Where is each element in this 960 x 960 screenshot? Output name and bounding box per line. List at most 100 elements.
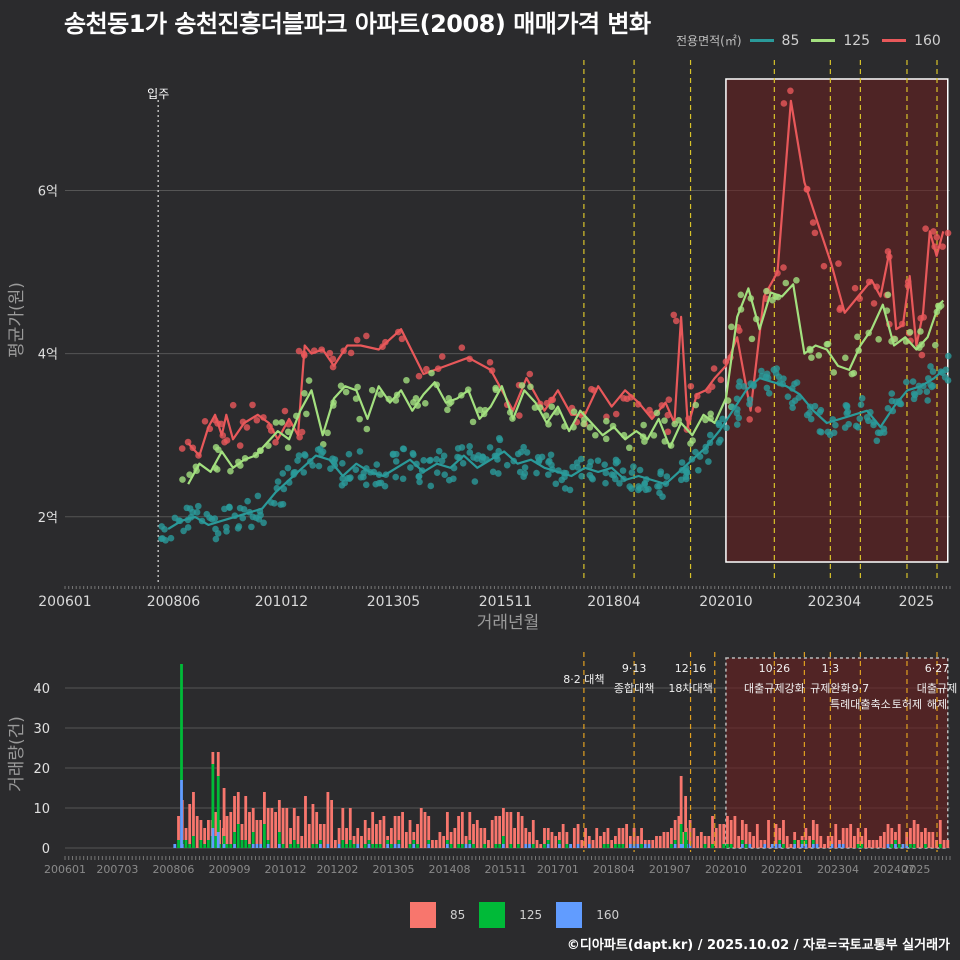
volume-bar bbox=[333, 840, 337, 848]
price-point-125 bbox=[303, 410, 310, 418]
price-point-160 bbox=[438, 353, 446, 360]
price-point-160 bbox=[347, 349, 355, 357]
volume-bar bbox=[528, 832, 531, 844]
volume-bar bbox=[744, 824, 748, 844]
volume-bar bbox=[274, 812, 278, 848]
volume-bar bbox=[826, 836, 830, 848]
price-point-85 bbox=[561, 485, 569, 492]
price-point-85 bbox=[830, 429, 838, 437]
price-point-160 bbox=[835, 260, 842, 267]
price-point-85 bbox=[489, 468, 497, 476]
price-point-85 bbox=[521, 470, 529, 477]
volume-bar bbox=[923, 844, 927, 848]
price-point-85 bbox=[180, 527, 187, 535]
top-y-tick-label: 6억 bbox=[38, 185, 58, 200]
price-point-125 bbox=[650, 432, 658, 439]
volume-bar bbox=[229, 844, 233, 848]
volume-bar bbox=[543, 828, 546, 844]
volume-bar bbox=[472, 824, 475, 844]
volume-bar bbox=[416, 844, 419, 848]
price-point-160 bbox=[717, 376, 725, 384]
price-point-85 bbox=[817, 428, 825, 436]
price-point-85 bbox=[495, 470, 502, 477]
volume-bar bbox=[315, 844, 319, 848]
volume-bar bbox=[216, 752, 220, 776]
volume-bar bbox=[793, 844, 797, 848]
price-point-85 bbox=[903, 378, 910, 386]
price-point-85 bbox=[503, 461, 511, 469]
volume-bar bbox=[216, 832, 220, 848]
price-point-160 bbox=[809, 219, 817, 226]
volume-bar bbox=[356, 828, 360, 844]
volume-bar bbox=[363, 820, 367, 844]
volume-bar bbox=[729, 820, 733, 844]
volume-bar bbox=[289, 844, 292, 848]
volume-bar bbox=[811, 840, 815, 844]
price-point-125 bbox=[625, 444, 633, 452]
bottom-x-tick-label: 200806 bbox=[152, 863, 194, 876]
price-point-85 bbox=[356, 448, 364, 455]
volume-bar bbox=[815, 844, 819, 848]
price-point-85 bbox=[856, 415, 864, 422]
price-point-85 bbox=[628, 469, 636, 476]
volume-bar bbox=[263, 792, 266, 824]
price-point-125 bbox=[653, 409, 661, 417]
volume-bar bbox=[367, 840, 371, 844]
price-point-85 bbox=[260, 519, 267, 527]
policy-label: 토허제 bbox=[892, 698, 922, 711]
price-point-85 bbox=[784, 393, 792, 400]
price-point-160 bbox=[298, 428, 306, 436]
volume-bar bbox=[188, 844, 192, 848]
volume-bar bbox=[285, 808, 289, 848]
price-point-125 bbox=[917, 328, 924, 335]
price-point-85 bbox=[909, 378, 917, 385]
volume-bar bbox=[679, 776, 683, 824]
price-point-125 bbox=[640, 421, 647, 429]
price-point-125 bbox=[428, 369, 435, 377]
volume-bar bbox=[927, 832, 931, 848]
legend-line-125 bbox=[811, 39, 836, 42]
volume-bar bbox=[763, 840, 767, 844]
legend-bottom-label-125: 125 bbox=[519, 908, 543, 922]
price-point-85 bbox=[433, 469, 441, 476]
price-point-85 bbox=[271, 499, 278, 507]
volume-bar bbox=[330, 800, 334, 848]
volume-bar bbox=[531, 820, 535, 844]
policy-label: 12·16 bbox=[675, 662, 707, 675]
volume-bar bbox=[229, 812, 233, 844]
volume-bar bbox=[841, 828, 845, 844]
policy-label: 8·2 대책 bbox=[563, 673, 604, 686]
volume-bar bbox=[315, 812, 319, 844]
price-point-160 bbox=[236, 442, 244, 449]
price-point-160 bbox=[746, 416, 753, 423]
volume-bar bbox=[905, 832, 909, 844]
volume-bar bbox=[684, 796, 688, 832]
volume-bar bbox=[397, 844, 401, 848]
price-point-85 bbox=[628, 485, 635, 492]
price-point-85 bbox=[733, 421, 741, 428]
price-point-85 bbox=[578, 472, 585, 480]
price-point-125 bbox=[763, 287, 770, 295]
price-point-85 bbox=[466, 449, 474, 456]
price-point-125 bbox=[602, 435, 610, 443]
bottom-y-axis-title: 거래량(건) bbox=[7, 716, 27, 792]
price-point-125 bbox=[728, 323, 735, 331]
price-point-85 bbox=[843, 410, 851, 417]
price-point-85 bbox=[888, 390, 896, 397]
top-x-tick-label: 200806 bbox=[147, 594, 201, 610]
price-point-85 bbox=[897, 400, 905, 408]
volume-bar bbox=[233, 832, 236, 844]
volume-bar bbox=[389, 828, 393, 844]
volume-bar bbox=[352, 836, 356, 844]
volume-bar bbox=[606, 844, 610, 848]
volume-bar bbox=[307, 824, 311, 848]
volume-bar bbox=[617, 828, 621, 844]
price-point-85 bbox=[415, 473, 423, 480]
price-point-160 bbox=[295, 347, 303, 355]
price-point-85 bbox=[873, 437, 881, 445]
volume-bar bbox=[244, 796, 248, 840]
legend-top-label-125: 125 bbox=[843, 32, 871, 49]
volume-bar bbox=[449, 832, 453, 844]
volume-bar bbox=[509, 812, 513, 844]
price-point-85 bbox=[235, 523, 243, 530]
